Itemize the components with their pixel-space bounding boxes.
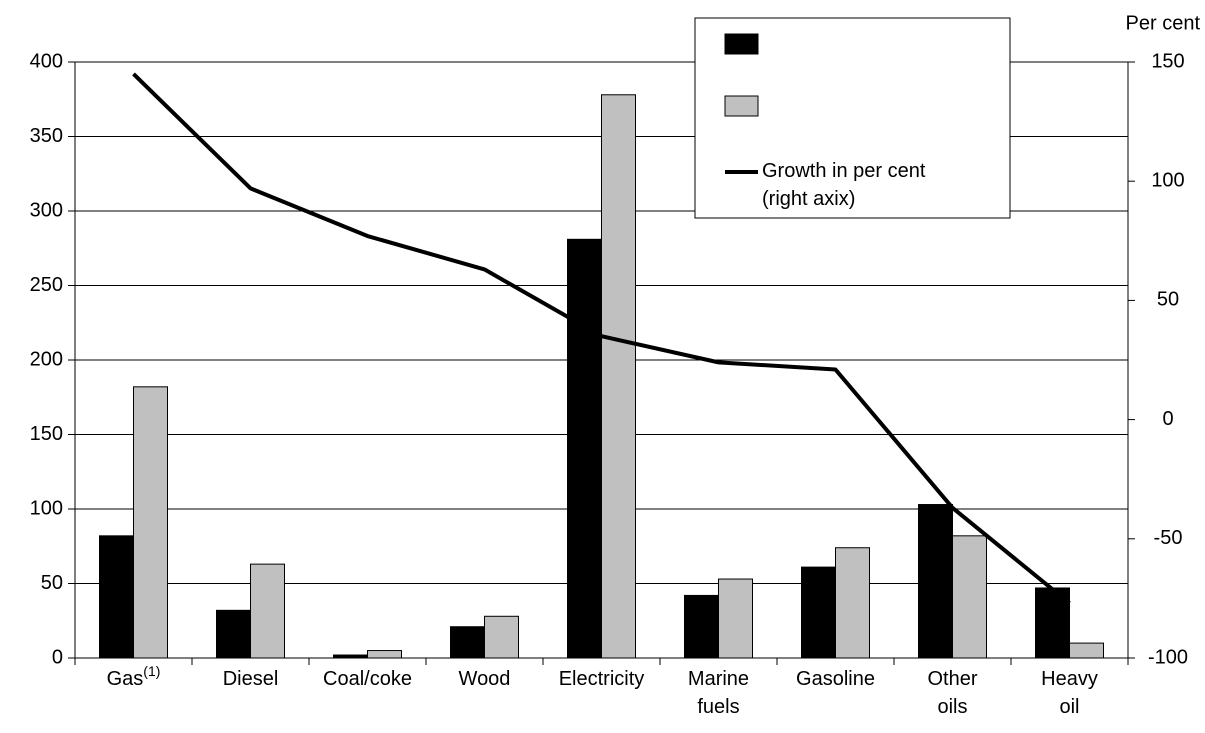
y-tick-label: 250 bbox=[30, 274, 63, 296]
y-tick-label: 150 bbox=[30, 423, 63, 445]
y2-tick-label: 0 bbox=[1162, 408, 1173, 430]
bar bbox=[952, 535, 987, 659]
legend-label: Growth in per cent (right axix) bbox=[762, 160, 926, 210]
x-tick-label: Wood bbox=[459, 668, 511, 690]
bar bbox=[918, 504, 953, 659]
y-tick-label: 400 bbox=[30, 50, 63, 72]
y-tick-label: 100 bbox=[30, 497, 63, 519]
growth-line bbox=[132, 72, 1071, 605]
bar bbox=[450, 626, 485, 659]
x-tick-label: Coal/coke bbox=[323, 668, 412, 690]
y2-tick-label: -100 bbox=[1148, 646, 1188, 668]
x-tick-label: Marine fuels bbox=[688, 668, 749, 718]
legend-swatch bbox=[724, 95, 759, 117]
bar bbox=[835, 547, 870, 659]
y2-axis-label: Per cent bbox=[1126, 12, 1201, 34]
bar bbox=[216, 609, 251, 659]
y-tick-label: 200 bbox=[30, 348, 63, 370]
y-tick-label: 0 bbox=[52, 646, 63, 668]
x-tick-label: Diesel bbox=[223, 668, 279, 690]
bar bbox=[1069, 642, 1104, 659]
y2-tick-label: -50 bbox=[1154, 527, 1183, 549]
bar bbox=[133, 386, 168, 659]
x-tick-label: Gasoline bbox=[796, 668, 875, 690]
bar bbox=[367, 650, 402, 659]
bar bbox=[718, 578, 753, 659]
y-tick-label: 350 bbox=[30, 125, 63, 147]
bar bbox=[801, 566, 836, 659]
y-tick-label: 300 bbox=[30, 199, 63, 221]
bar bbox=[684, 594, 719, 659]
legend-swatch bbox=[724, 33, 759, 55]
y2-tick-label: 100 bbox=[1151, 169, 1184, 191]
y2-tick-label: 150 bbox=[1151, 50, 1184, 72]
bar bbox=[601, 94, 636, 659]
x-tick-label: Heavy oil bbox=[1041, 668, 1098, 718]
bar bbox=[484, 615, 519, 659]
x-tick-label: Electricity bbox=[559, 668, 645, 690]
bar bbox=[250, 563, 285, 659]
bar bbox=[99, 535, 134, 659]
y-tick-label: 50 bbox=[41, 572, 63, 594]
y2-tick-label: 50 bbox=[1157, 289, 1179, 311]
bar bbox=[567, 238, 602, 659]
x-tick-label: Other oils bbox=[927, 668, 977, 718]
x-tick-label: Gas(1) bbox=[107, 663, 161, 691]
